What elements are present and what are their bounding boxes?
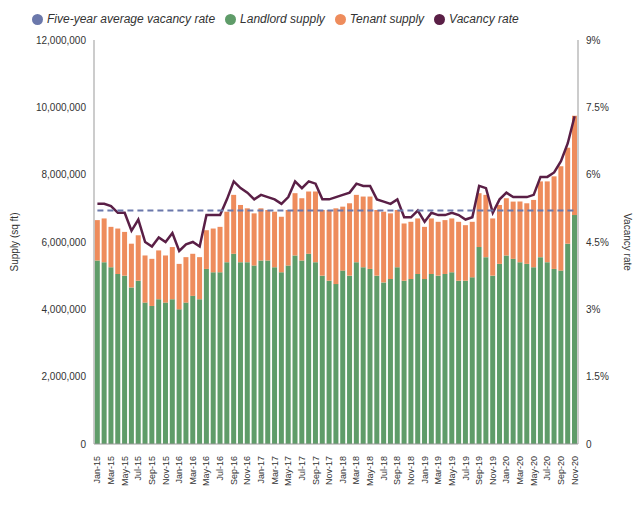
- svg-text:Sep-18: Sep-18: [392, 456, 402, 485]
- html-text:Vacancy rate: Vacancy rate: [449, 12, 519, 26]
- svg-text:Mar-16: Mar-16: [188, 456, 198, 485]
- svg-text:Nov-20: Nov-20: [570, 456, 580, 485]
- svg-text:Jul-15: Jul-15: [133, 456, 143, 481]
- svg-text:2,000,000: 2,000,000: [42, 371, 87, 382]
- svg-text:9%: 9%: [586, 35, 601, 46]
- svg-text:Sep-16: Sep-16: [229, 456, 239, 485]
- svg-text:May-20: May-20: [529, 456, 539, 486]
- svg-text:8,000,000: 8,000,000: [42, 169, 87, 180]
- svg-text:Sep-17: Sep-17: [311, 456, 321, 485]
- svg-text:Jan-18: Jan-18: [338, 456, 348, 484]
- svg-text:Jan-15: Jan-15: [92, 456, 102, 484]
- svg-text:May-16: May-16: [201, 456, 211, 486]
- svg-text:Vacancy rate: Vacancy rate: [622, 213, 633, 271]
- svg-text:12,000,000: 12,000,000: [36, 35, 86, 46]
- svg-text:May-15: May-15: [120, 456, 130, 486]
- svg-text:Mar-19: Mar-19: [433, 456, 443, 485]
- svg-text:6%: 6%: [586, 169, 601, 180]
- svg-text:Jul-17: Jul-17: [297, 456, 307, 481]
- svg-text:1.5%: 1.5%: [586, 371, 609, 382]
- svg-text:Jan-16: Jan-16: [174, 456, 184, 484]
- svg-text:Mar-20: Mar-20: [515, 456, 525, 485]
- svg-text:4.5%: 4.5%: [586, 237, 609, 248]
- svg-text:Nov-19: Nov-19: [488, 456, 498, 485]
- svg-text:0: 0: [586, 439, 592, 450]
- svg-text:Jul-16: Jul-16: [215, 456, 225, 481]
- svg-text:Nov-15: Nov-15: [161, 456, 171, 485]
- html-text:Five-year average vacancy rate: Five-year average vacancy rate: [47, 12, 216, 26]
- svg-text:May-19: May-19: [447, 456, 457, 486]
- svg-text:Mar-15: Mar-15: [106, 456, 116, 485]
- svg-text:Jan-20: Jan-20: [501, 456, 511, 484]
- svg-text:Jul-18: Jul-18: [379, 456, 389, 481]
- svg-text:Mar-18: Mar-18: [351, 456, 361, 485]
- svg-text:May-17: May-17: [283, 456, 293, 486]
- html-text:Landlord supply: Landlord supply: [240, 12, 325, 26]
- svg-text:May-18: May-18: [365, 456, 375, 486]
- svg-text:6,000,000: 6,000,000: [42, 237, 87, 248]
- svg-text:Mar-17: Mar-17: [270, 456, 280, 485]
- svg-text:Supply (sq ft): Supply (sq ft): [9, 213, 20, 272]
- svg-text:Sep-15: Sep-15: [147, 456, 157, 485]
- svg-text:4,000,000: 4,000,000: [42, 304, 87, 315]
- html-text:Tenant supply: Tenant supply: [349, 12, 425, 26]
- svg-text:Nov-17: Nov-17: [324, 456, 334, 485]
- svg-text:Jan-19: Jan-19: [420, 456, 430, 484]
- svg-text:Nov-16: Nov-16: [242, 456, 252, 485]
- svg-text:10,000,000: 10,000,000: [36, 102, 86, 113]
- svg-text:Jul-20: Jul-20: [542, 456, 552, 481]
- svg-text:Sep-20: Sep-20: [556, 456, 566, 485]
- svg-text:0: 0: [80, 439, 86, 450]
- svg-text:Jul-19: Jul-19: [461, 456, 471, 481]
- svg-text:Nov-18: Nov-18: [406, 456, 416, 485]
- svg-text:Jan-17: Jan-17: [256, 456, 266, 484]
- svg-text:3%: 3%: [586, 304, 601, 315]
- svg-text:7.5%: 7.5%: [586, 102, 609, 113]
- svg-text:Sep-19: Sep-19: [474, 456, 484, 485]
